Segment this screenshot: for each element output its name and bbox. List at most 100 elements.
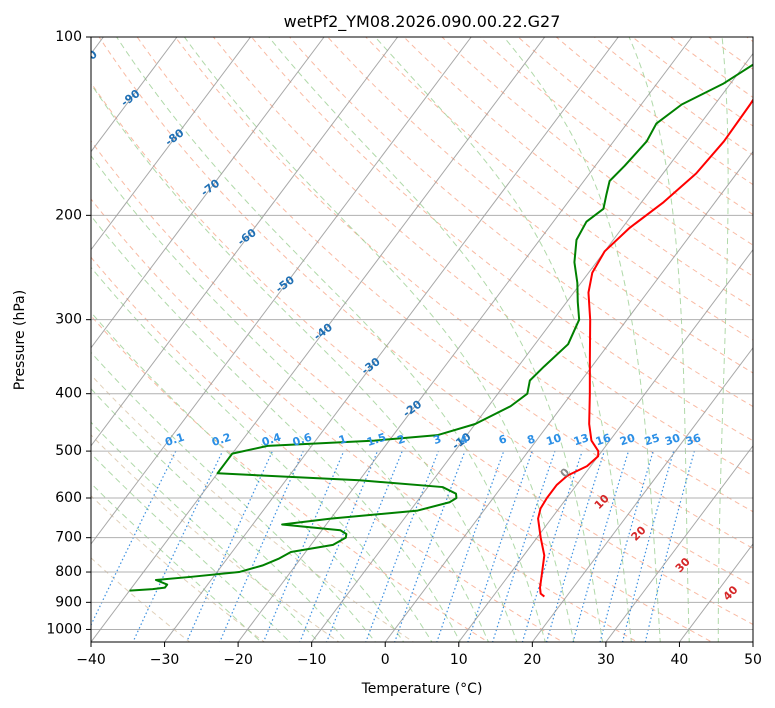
mixing-ratio-label: 25 <box>643 431 662 448</box>
mixing-ratio-line <box>394 450 466 642</box>
mixing-ratio-line <box>599 450 654 642</box>
isotherm-label: -100 <box>70 47 100 74</box>
mixing-ratio-label: 1.5 <box>365 431 388 449</box>
mixing-ratio-label: 0.1 <box>163 431 186 449</box>
x-axis: −40 −30 −20 −10 0 10 20 30 40 50 <box>76 642 762 668</box>
chart-title: wetPf2_YM08.2026.090.00.22.G27 <box>284 12 561 32</box>
y-tick-label: 800 <box>55 564 82 580</box>
moist-adiabat <box>91 482 262 642</box>
isotherm <box>384 150 753 642</box>
moist-adiabat <box>91 311 405 642</box>
mixing-ratio-line <box>467 450 533 642</box>
dry-adiabat <box>403 37 753 309</box>
mixing-ratio-label: 4 <box>458 432 470 447</box>
mixing-ratio-line <box>492 450 556 642</box>
dry-adiabat <box>91 374 415 642</box>
isotherm <box>458 248 753 642</box>
isotherm <box>679 543 753 642</box>
moist-adiabat <box>91 421 320 642</box>
dry-adiabat <box>212 37 753 477</box>
dry-adiabat <box>766 24 775 654</box>
dry-adiabat <box>91 82 753 625</box>
dry-adiabat <box>669 37 753 99</box>
isotherm-label: -90 <box>119 87 143 110</box>
dry-adiabat <box>631 37 753 127</box>
mixing-ratio-label: 20 <box>618 431 637 448</box>
dry-adiabat <box>98 37 753 587</box>
mixing-ratio-label: 0.2 <box>210 431 233 449</box>
x-tick-label: 30 <box>597 652 615 668</box>
moist-adiabat <box>268 37 604 642</box>
x-tick-label: 50 <box>744 652 762 668</box>
dewpoint-line <box>129 63 753 592</box>
mixing-ratio-line <box>132 450 224 642</box>
moist-adiabat <box>91 351 376 642</box>
isotherm-label: -20 <box>400 397 424 420</box>
moist-adiabat-label: 40 <box>721 583 741 603</box>
y-tick-label: 900 <box>55 594 82 610</box>
isotherm-label: -30 <box>359 355 383 378</box>
dry-adiabat <box>745 37 753 43</box>
isotherm <box>91 37 399 447</box>
y-tick-label: 400 <box>55 386 82 402</box>
y-tick-label: 300 <box>55 312 82 328</box>
x-tick-label: −10 <box>297 652 327 668</box>
isotherm-label: -40 <box>311 320 335 343</box>
dry-adiabat <box>593 37 753 156</box>
dry-adiabat <box>91 434 340 642</box>
mixing-ratio-line <box>91 450 177 627</box>
moist-adiabat <box>91 452 291 642</box>
dry-adiabat <box>91 557 191 642</box>
dry-adiabat <box>365 37 753 341</box>
dry-adiabat <box>250 37 753 442</box>
mixing-ratio-line <box>262 450 345 642</box>
mixing-ratio-line <box>572 450 630 642</box>
dry-adiabat <box>91 315 489 642</box>
dry-adiabat <box>91 256 564 642</box>
mixing-ratio-line <box>326 450 403 642</box>
mixing-ratio-line <box>545 450 605 642</box>
dry-adiabat <box>479 37 753 246</box>
dry-adiabat <box>91 140 713 642</box>
isotherm <box>311 52 753 642</box>
mixing-ratio-label: 13 <box>572 431 591 448</box>
mixing-ratio-line <box>644 450 695 642</box>
isotherm-label: -70 <box>199 176 223 199</box>
isotherm <box>752 641 753 642</box>
skewed-isotherms <box>91 37 753 642</box>
line-labels: -100-90-80-70-60-50-40-30-20-100.1 0.2 0.4… <box>70 47 741 603</box>
isotherm <box>531 346 753 642</box>
y-tick-label: 200 <box>55 207 82 223</box>
x-tick-label: 10 <box>450 652 468 668</box>
x-tick-label: −30 <box>150 652 180 668</box>
x-tick-label: −20 <box>223 652 253 668</box>
mixing-ratio-label: 6 <box>497 432 509 447</box>
x-tick-label: 0 <box>381 652 390 668</box>
y-axis-label: Pressure (hPa) <box>12 290 28 390</box>
mixing-ratio-label: 3 <box>432 432 443 447</box>
pressure-gridlines <box>91 37 753 630</box>
isotherm <box>91 37 325 349</box>
mixing-ratio-label: 8 <box>526 432 537 447</box>
dry-adiabat <box>441 37 753 277</box>
isotherm-label: -50 <box>273 273 297 296</box>
isotherm <box>164 37 619 642</box>
moist-adiabat <box>91 266 433 642</box>
plot-area: -100-90-80-70-60-50-40-30-20-100.1 0.2 0.4… <box>70 24 775 654</box>
mixing-ratio-line <box>621 450 675 642</box>
x-tick-label: 20 <box>523 652 541 668</box>
y-tick-label: 700 <box>55 530 82 546</box>
moist-adiabats <box>91 37 729 642</box>
mixing-ratio-label: 30 <box>663 431 682 448</box>
dry-adiabat <box>91 495 266 642</box>
temperature-line <box>537 98 753 598</box>
mixing-ratio-label: 10 <box>545 431 564 448</box>
dry-adiabat <box>327 37 753 374</box>
dry-adiabat <box>288 37 753 408</box>
isotherm-label: -80 <box>163 126 187 149</box>
mixing-ratio-label: 36 <box>684 431 703 448</box>
x-tick-label: −40 <box>76 652 106 668</box>
moist-adiabat-label: 10 <box>592 492 612 512</box>
mixing-ratio-label: 0.4 <box>260 430 283 448</box>
